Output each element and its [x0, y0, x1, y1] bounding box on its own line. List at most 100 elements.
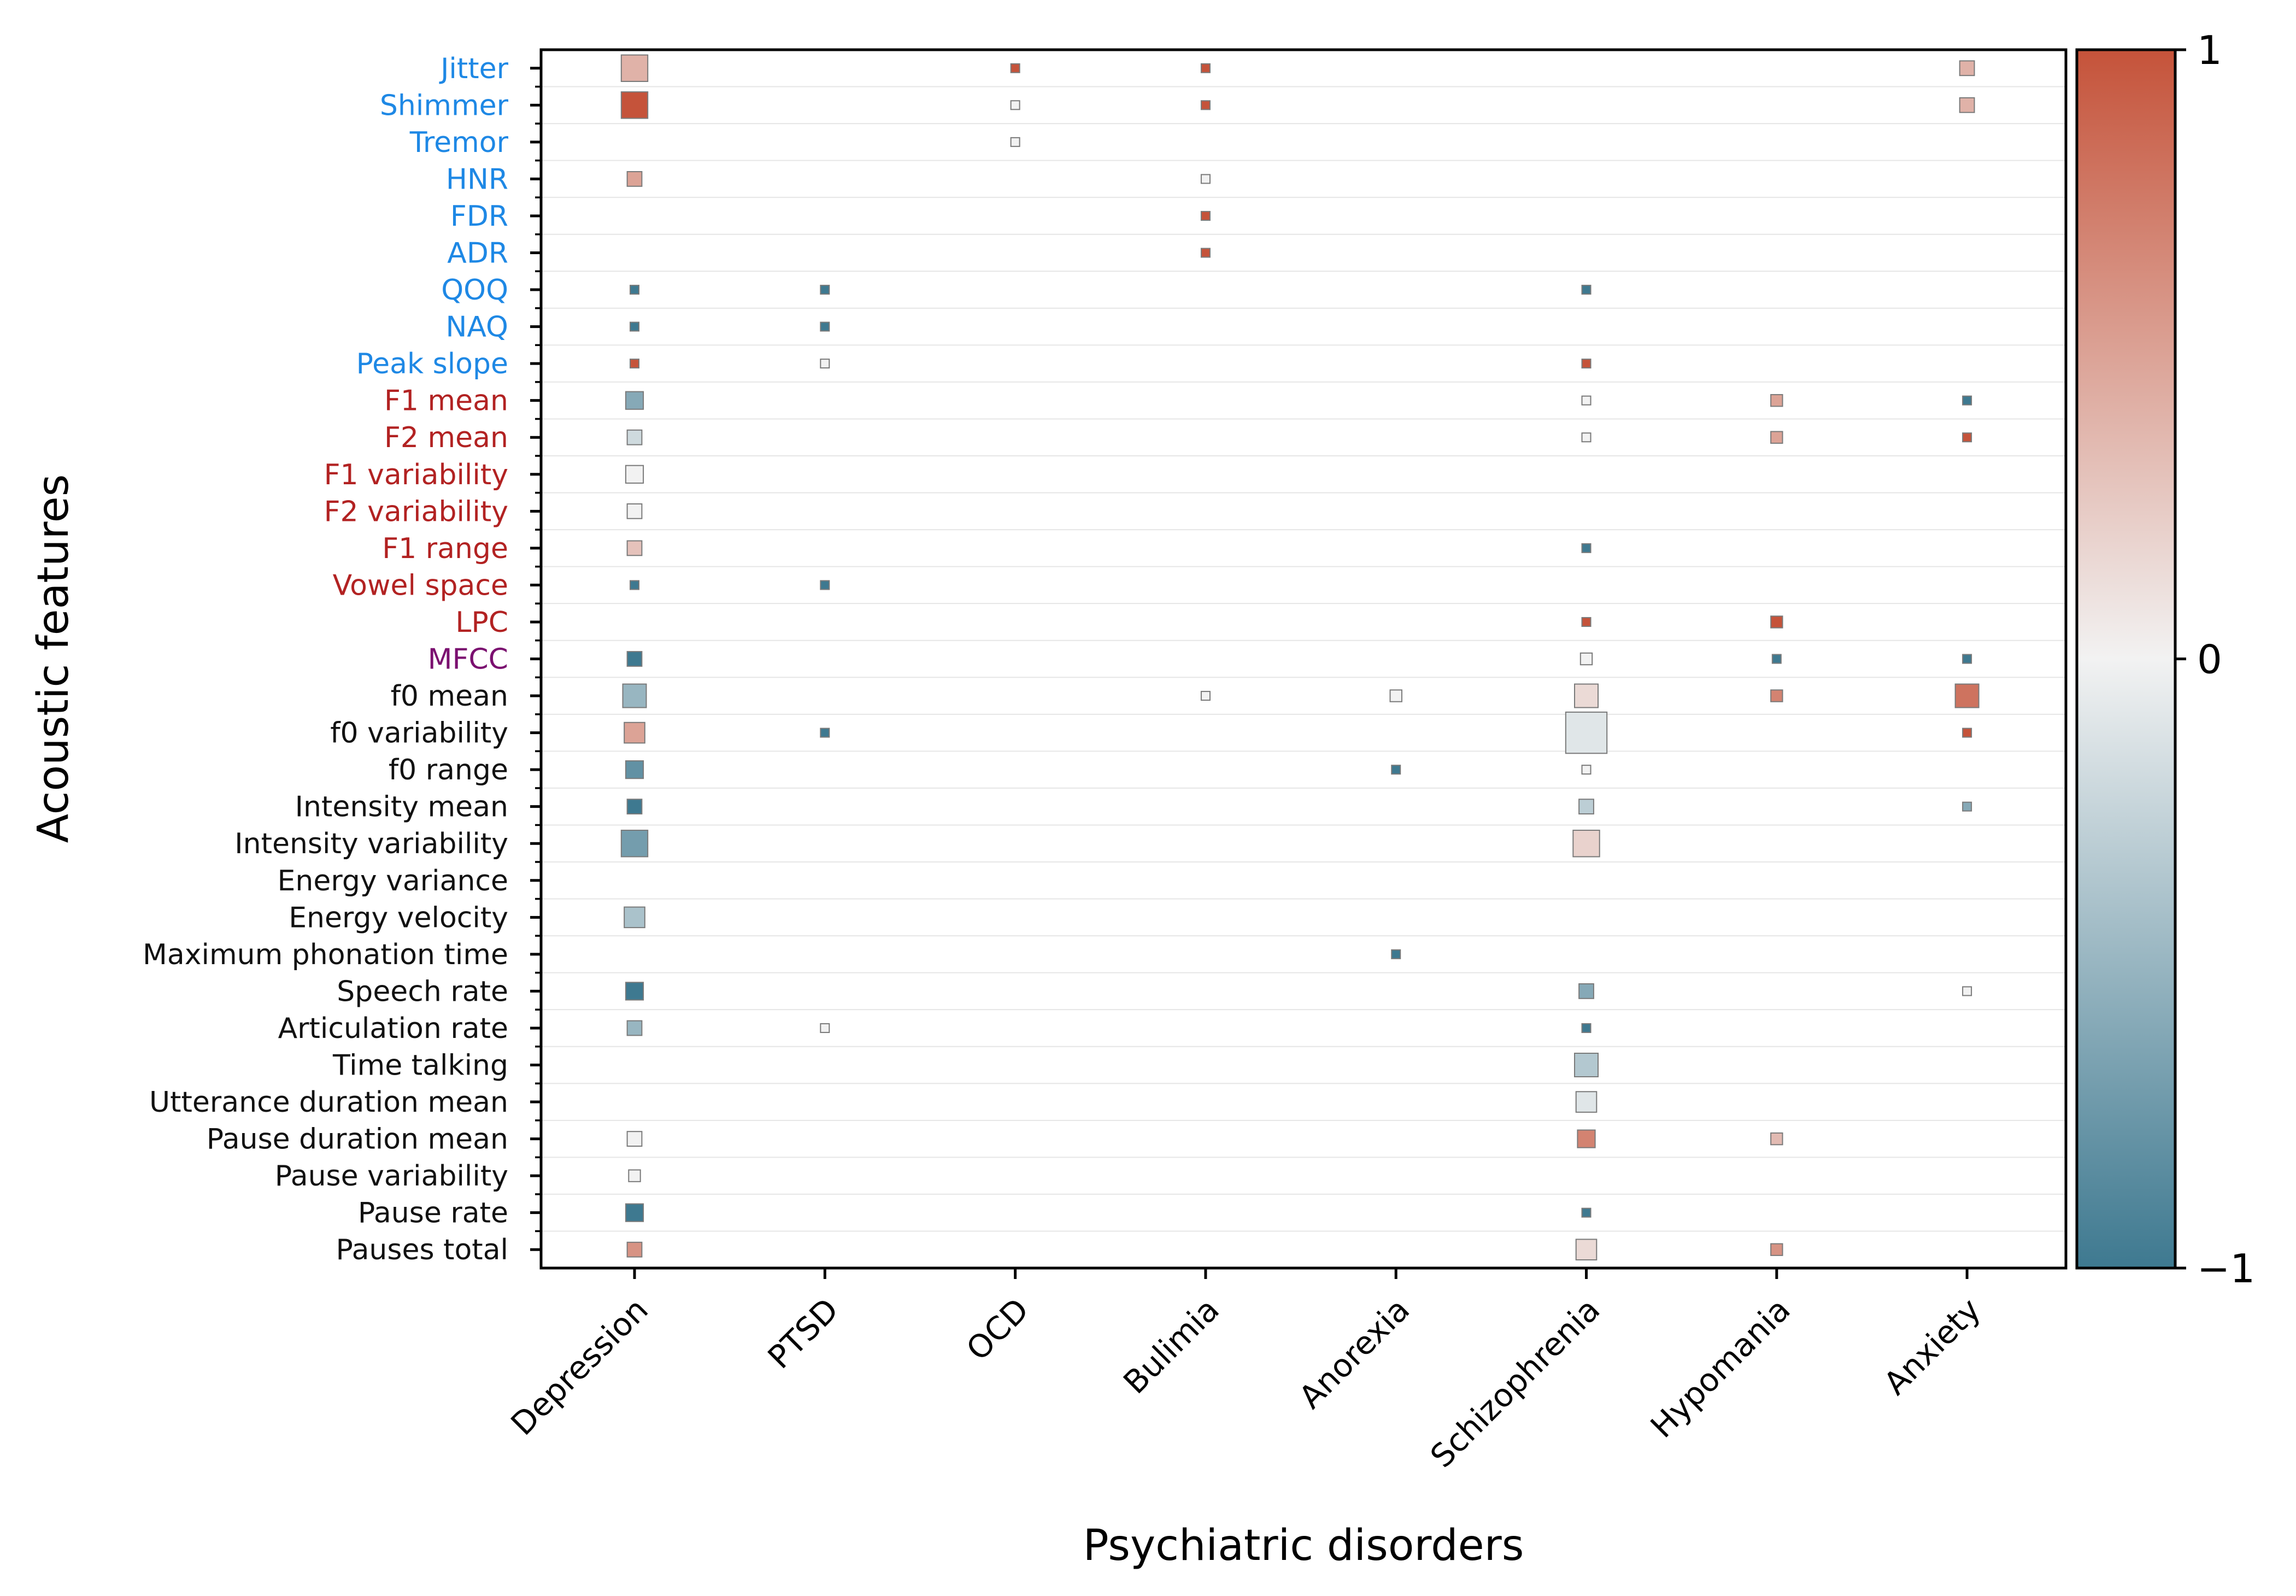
heatmap-cell [1581, 765, 1592, 775]
heatmap-cell [1581, 359, 1592, 369]
y-tick-label: F1 variability [324, 459, 508, 491]
y-axis-ticks: Jitter Shimmer Tremor HNR FDR ADR QOQ NAQ Peak s… [143, 52, 541, 1266]
heatmap-cell [626, 1241, 643, 1258]
y-tick-label: Maximum phonation time [143, 938, 508, 971]
heatmap-cell [626, 1020, 643, 1036]
heatmap-cell [1200, 691, 1211, 701]
y-tick-label: Tremor [409, 126, 509, 159]
heatmap-cell [620, 830, 649, 858]
heatmap-cell [1770, 1132, 1783, 1146]
heatmap-cells [620, 54, 1980, 1261]
y-tick-label: F2 mean [384, 421, 508, 454]
y-axis-label: Acoustic features [29, 474, 78, 843]
heatmap-cell [1010, 63, 1020, 73]
y-tick-label: Pauses total [336, 1234, 508, 1266]
y-tick-label: NAQ [446, 311, 509, 344]
y-tick-label: Vowel space [333, 569, 508, 602]
heatmap-cell [1954, 683, 1980, 708]
heatmap-cell [626, 503, 643, 519]
heatmap-cell [630, 285, 639, 295]
heatmap-cell [1962, 395, 1972, 406]
heatmap-cell [626, 429, 643, 445]
colorbar-tick-label: −1 [2197, 1246, 2255, 1292]
heatmap-cell [1579, 652, 1593, 666]
heatmap-cell [625, 391, 644, 410]
heatmap-cell [625, 465, 644, 484]
heatmap-cell [1581, 543, 1592, 553]
heatmap-cell [630, 359, 639, 369]
y-tick-label: F1 range [382, 532, 508, 565]
colorbar-tick-label: 1 [2197, 27, 2222, 73]
y-tick-label: F1 mean [384, 385, 508, 418]
heatmap-cell [1770, 1243, 1783, 1256]
heatmap-cell [626, 171, 643, 187]
heatmap-cell [1771, 654, 1782, 664]
y-tick-label: ADR [447, 237, 508, 270]
heatmap-cell [820, 1023, 830, 1033]
colorbar-ticks: 1 0 −1 [2175, 27, 2255, 1292]
heatmap-cell [1581, 285, 1592, 295]
heatmap-cell [820, 321, 830, 332]
y-tick-label: QOQ [441, 274, 508, 307]
heatmap-cell [625, 760, 644, 779]
y-tick-label: F2 variability [324, 495, 508, 528]
heatmap-cell [620, 54, 649, 82]
heatmap-cell [1572, 830, 1600, 858]
y-tick-label: Time talking [332, 1049, 508, 1082]
heatmap-cell [626, 540, 643, 556]
heatmap-cell [626, 1131, 643, 1147]
heatmap-cell [1581, 432, 1592, 443]
heatmap-cell [1389, 689, 1402, 702]
heatmap-cell [1959, 60, 1975, 77]
heatmap-cell [1578, 983, 1594, 999]
heatmap-cell [1578, 799, 1594, 815]
heatmap-cell [624, 721, 645, 744]
heatmap-cell [630, 580, 639, 590]
y-tick-label: Peak slope [356, 348, 508, 380]
y-tick-label: f0 range [389, 754, 508, 787]
y-tick-label: Pause duration mean [207, 1123, 508, 1156]
heatmap-cell [1770, 615, 1783, 629]
y-tick-label: MFCC [428, 643, 508, 676]
y-tick-label: Shimmer [380, 89, 509, 122]
y-tick-label: Pause rate [358, 1197, 508, 1230]
x-axis-label: Psychiatric disorders [1083, 1521, 1524, 1570]
heatmap-cell [626, 651, 643, 667]
heatmap-cell [622, 683, 647, 708]
heatmap-cell [1574, 1053, 1599, 1077]
heatmap-cell [1770, 689, 1783, 702]
heatmap-cell [820, 727, 830, 738]
heatmap-cell [626, 799, 643, 815]
colorbar-tick-label: 0 [2197, 637, 2222, 683]
heatmap-cell [1010, 137, 1020, 147]
gridlines [541, 86, 2066, 1232]
heatmap-cell [1565, 711, 1608, 754]
heatmap-cell [1770, 394, 1783, 407]
y-tick-label: Energy variance [278, 865, 508, 897]
heatmap-cell [1391, 949, 1401, 959]
heatmap-cell [1575, 1091, 1598, 1113]
heatmap-cell [1962, 801, 1972, 812]
heatmap-cell [1770, 431, 1783, 444]
heatmap-cell [1581, 395, 1592, 406]
heatmap-cell [1581, 617, 1592, 627]
heatmap-cell [1200, 210, 1211, 221]
y-tick-label: Jitter [439, 52, 509, 85]
y-tick-label: FDR [450, 200, 508, 233]
heatmap-cell [1200, 248, 1211, 258]
heatmap-cell [1010, 100, 1020, 110]
heatmap-cell [625, 1203, 644, 1222]
heatmap-cell [1577, 1129, 1596, 1148]
heatmap-cell [1959, 97, 1975, 113]
heatmap-cell [820, 285, 830, 295]
heatmap-cell [1575, 1239, 1598, 1261]
heatmap-cell [628, 1169, 641, 1182]
heatmap-cell [820, 580, 830, 590]
heatmap-cell [1962, 727, 1972, 738]
heatmap-cell [820, 359, 830, 369]
heatmap-cell [1200, 100, 1211, 110]
heatmap-cell [624, 906, 645, 929]
heatmap-cell [1200, 63, 1211, 73]
